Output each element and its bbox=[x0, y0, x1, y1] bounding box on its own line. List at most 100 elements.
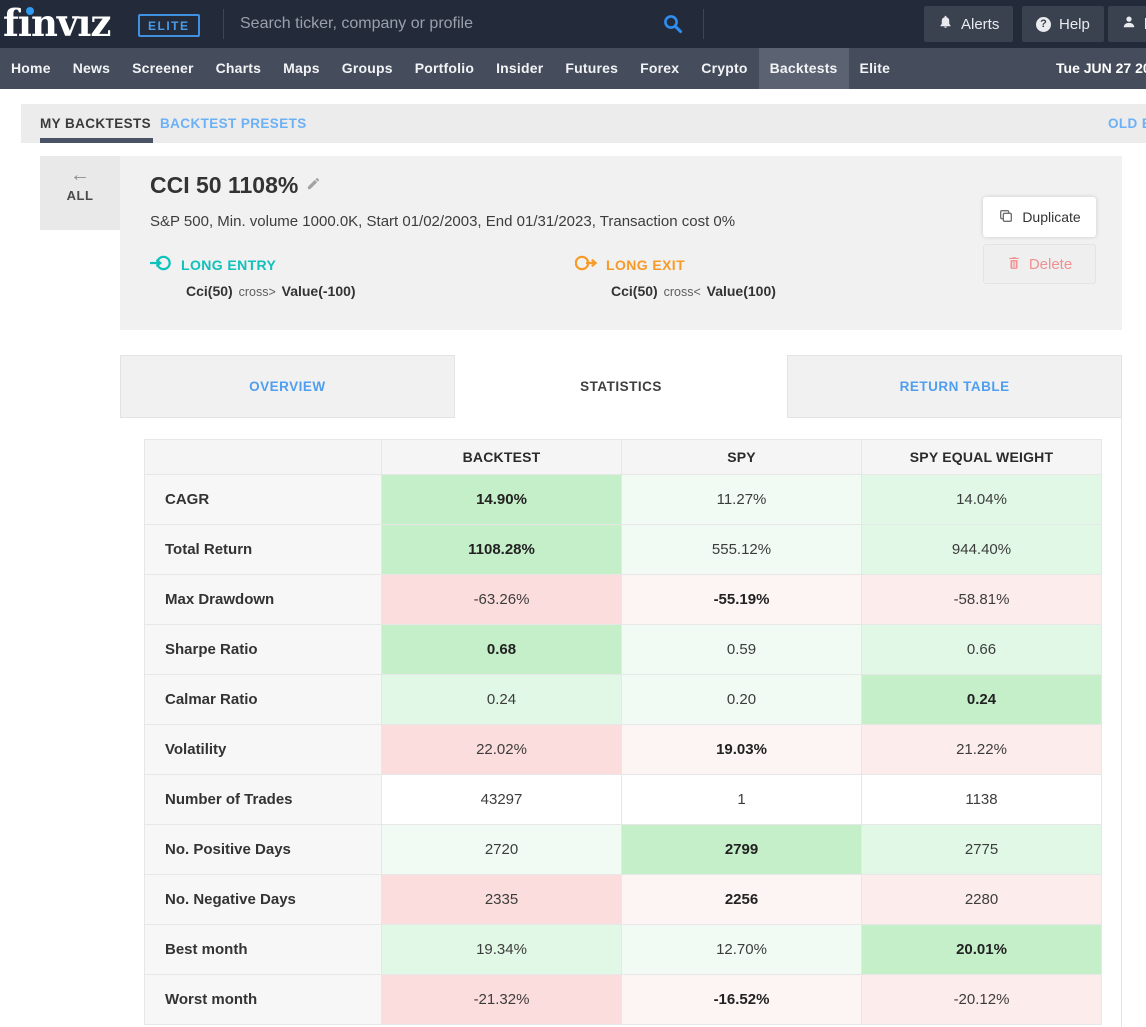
long-exit-label: LONG EXIT bbox=[606, 256, 686, 273]
topbar-divider bbox=[703, 9, 704, 39]
nav-item-maps[interactable]: Maps bbox=[283, 60, 320, 76]
table-header-row: BACKTEST SPY SPY EQUAL WEIGHT bbox=[144, 439, 1102, 475]
delete-button[interactable]: Delete bbox=[983, 244, 1096, 284]
table-row: Number of Trades 43297 1 1138 bbox=[144, 774, 1102, 825]
table-row: Max Drawdown -63.26% -55.19% -58.81% bbox=[144, 574, 1102, 625]
nav-item-groups[interactable]: Groups bbox=[341, 60, 393, 76]
row-label: Worst month bbox=[144, 974, 382, 1025]
nav-item-screener[interactable]: Screener bbox=[132, 60, 194, 76]
row-label: Calmar Ratio bbox=[144, 674, 382, 725]
nav-item-forex[interactable]: Forex bbox=[640, 60, 680, 76]
header-backtest: BACKTEST bbox=[381, 439, 622, 475]
cell-backtest: 14.90% bbox=[381, 474, 622, 525]
cell-spy: 2256 bbox=[621, 874, 862, 925]
cell-spy-ew: -58.81% bbox=[861, 574, 1102, 625]
current-date: Tue JUN 27 2023 bbox=[1056, 60, 1146, 76]
cell-backtest: 43297 bbox=[381, 774, 622, 825]
nav-item-backtests[interactable]: Backtests bbox=[758, 48, 849, 89]
tab-backtest-presets[interactable]: BACKTEST PRESETS bbox=[160, 116, 307, 131]
cell-spy-ew: -20.12% bbox=[861, 974, 1102, 1025]
finviz-logo[interactable]: fınvız bbox=[3, 1, 111, 45]
long-entry-section: LONG ENTRY Cci(50) cross> Value(-100) bbox=[150, 254, 356, 299]
search-icon[interactable] bbox=[660, 13, 684, 37]
tab-old-backtests[interactable]: OLD BACKTESTS bbox=[1108, 116, 1146, 131]
tab-statistics[interactable]: STATISTICS bbox=[454, 355, 788, 418]
topbar-divider bbox=[223, 9, 224, 39]
elite-badge[interactable]: ELITE bbox=[138, 14, 200, 37]
row-label: No. Positive Days bbox=[144, 824, 382, 875]
table-row: No. Negative Days 2335 2256 2280 bbox=[144, 874, 1102, 925]
question-icon: ? bbox=[1036, 16, 1051, 32]
cell-spy: 0.20 bbox=[621, 674, 862, 725]
row-label: Best month bbox=[144, 924, 382, 975]
help-button-label: Help bbox=[1059, 15, 1090, 33]
long-exit-section: LONG EXIT Cci(50) cross< Value(100) bbox=[574, 254, 776, 299]
backtest-settings-summary: S&P 500, Min. volume 1000.0K, Start 01/0… bbox=[150, 213, 736, 230]
backtest-header-panel: CCI 50 1108% S&P 500, Min. volume 1000.0… bbox=[120, 156, 1122, 330]
nav-item-elite[interactable]: Elite bbox=[859, 60, 891, 76]
cell-spy-ew: 0.66 bbox=[861, 624, 1102, 675]
row-label: Volatility bbox=[144, 724, 382, 775]
account-button[interactable]: b bbox=[1108, 6, 1146, 42]
active-tab-underline bbox=[40, 138, 153, 143]
header-spy-equal-weight: SPY EQUAL WEIGHT bbox=[861, 439, 1102, 475]
bell-icon bbox=[938, 14, 953, 34]
nav-item-home[interactable]: Home bbox=[11, 60, 51, 76]
tab-overview[interactable]: OVERVIEW bbox=[120, 355, 455, 418]
table-row: No. Positive Days 2720 2799 2775 bbox=[144, 824, 1102, 875]
nav-item-news[interactable]: News bbox=[72, 60, 111, 76]
header-empty bbox=[144, 439, 382, 475]
cell-spy: 19.03% bbox=[621, 724, 862, 775]
table-row: Best month 19.34% 12.70% 20.01% bbox=[144, 924, 1102, 975]
help-button[interactable]: ? Help bbox=[1022, 6, 1104, 42]
nav-item-futures[interactable]: Futures bbox=[565, 60, 619, 76]
row-label: Number of Trades bbox=[144, 774, 382, 825]
alerts-button[interactable]: Alerts bbox=[924, 6, 1014, 42]
cell-spy: 11.27% bbox=[621, 474, 862, 525]
long-entry-condition: Cci(50) cross> Value(-100) bbox=[186, 283, 356, 299]
cell-spy: 2799 bbox=[621, 824, 862, 875]
duplicate-button[interactable]: Duplicate bbox=[983, 197, 1096, 237]
tab-my-backtests[interactable]: MY BACKTESTS bbox=[40, 116, 152, 131]
row-label: CAGR bbox=[144, 474, 382, 525]
table-row: Total Return 1108.28% 555.12% 944.40% bbox=[144, 524, 1102, 575]
table-row: Worst month -21.32% -16.52% -20.12% bbox=[144, 974, 1102, 1025]
logo-dot-icon bbox=[26, 7, 34, 15]
statistics-table: BACKTEST SPY SPY EQUAL WEIGHT CAGR 14.90%… bbox=[144, 439, 1102, 1025]
long-exit-icon bbox=[574, 254, 598, 275]
nav-item-crypto[interactable]: Crypto bbox=[701, 60, 748, 76]
tab-return-table[interactable]: RETURN TABLE bbox=[787, 355, 1123, 418]
cell-spy-ew: 21.22% bbox=[861, 724, 1102, 775]
nav-item-portfolio[interactable]: Portfolio bbox=[414, 60, 475, 76]
main-nav: Home News Screener Charts Maps Groups Portfoli… bbox=[0, 48, 1146, 89]
cell-spy-ew: 2775 bbox=[861, 824, 1102, 875]
nav-item-insider[interactable]: Insider bbox=[496, 60, 544, 76]
cell-backtest: -21.32% bbox=[381, 974, 622, 1025]
nav-item-charts[interactable]: Charts bbox=[215, 60, 262, 76]
search-input[interactable] bbox=[240, 0, 700, 48]
cell-backtest: -63.26% bbox=[381, 574, 622, 625]
table-row: Calmar Ratio 0.24 0.20 0.24 bbox=[144, 674, 1102, 725]
duplicate-icon bbox=[998, 208, 1014, 227]
long-entry-label: LONG ENTRY bbox=[181, 256, 277, 273]
back-to-all-label: ALL bbox=[66, 188, 94, 203]
edit-pencil-icon[interactable] bbox=[306, 170, 321, 196]
statistics-panel: BACKTEST SPY SPY EQUAL WEIGHT CAGR 14.90%… bbox=[120, 418, 1122, 1027]
header-spy: SPY bbox=[621, 439, 862, 475]
row-label: Max Drawdown bbox=[144, 574, 382, 625]
back-to-all-button[interactable]: ← ALL bbox=[40, 156, 120, 230]
cell-spy: 0.59 bbox=[621, 624, 862, 675]
cell-backtest: 2720 bbox=[381, 824, 622, 875]
alerts-button-label: Alerts bbox=[961, 15, 1000, 33]
long-entry-icon bbox=[150, 254, 172, 275]
arrow-left-icon: ← bbox=[70, 164, 90, 186]
table-row: Sharpe Ratio 0.68 0.59 0.66 bbox=[144, 624, 1102, 675]
table-row: Volatility 22.02% 19.03% 21.22% bbox=[144, 724, 1102, 775]
duplicate-button-label: Duplicate bbox=[1022, 209, 1081, 225]
delete-button-label: Delete bbox=[1028, 255, 1073, 273]
cell-backtest: 22.02% bbox=[381, 724, 622, 775]
account-button-label: b bbox=[1144, 16, 1146, 33]
row-label: Total Return bbox=[144, 524, 382, 575]
user-icon bbox=[1122, 15, 1136, 33]
trash-icon bbox=[1007, 255, 1021, 274]
